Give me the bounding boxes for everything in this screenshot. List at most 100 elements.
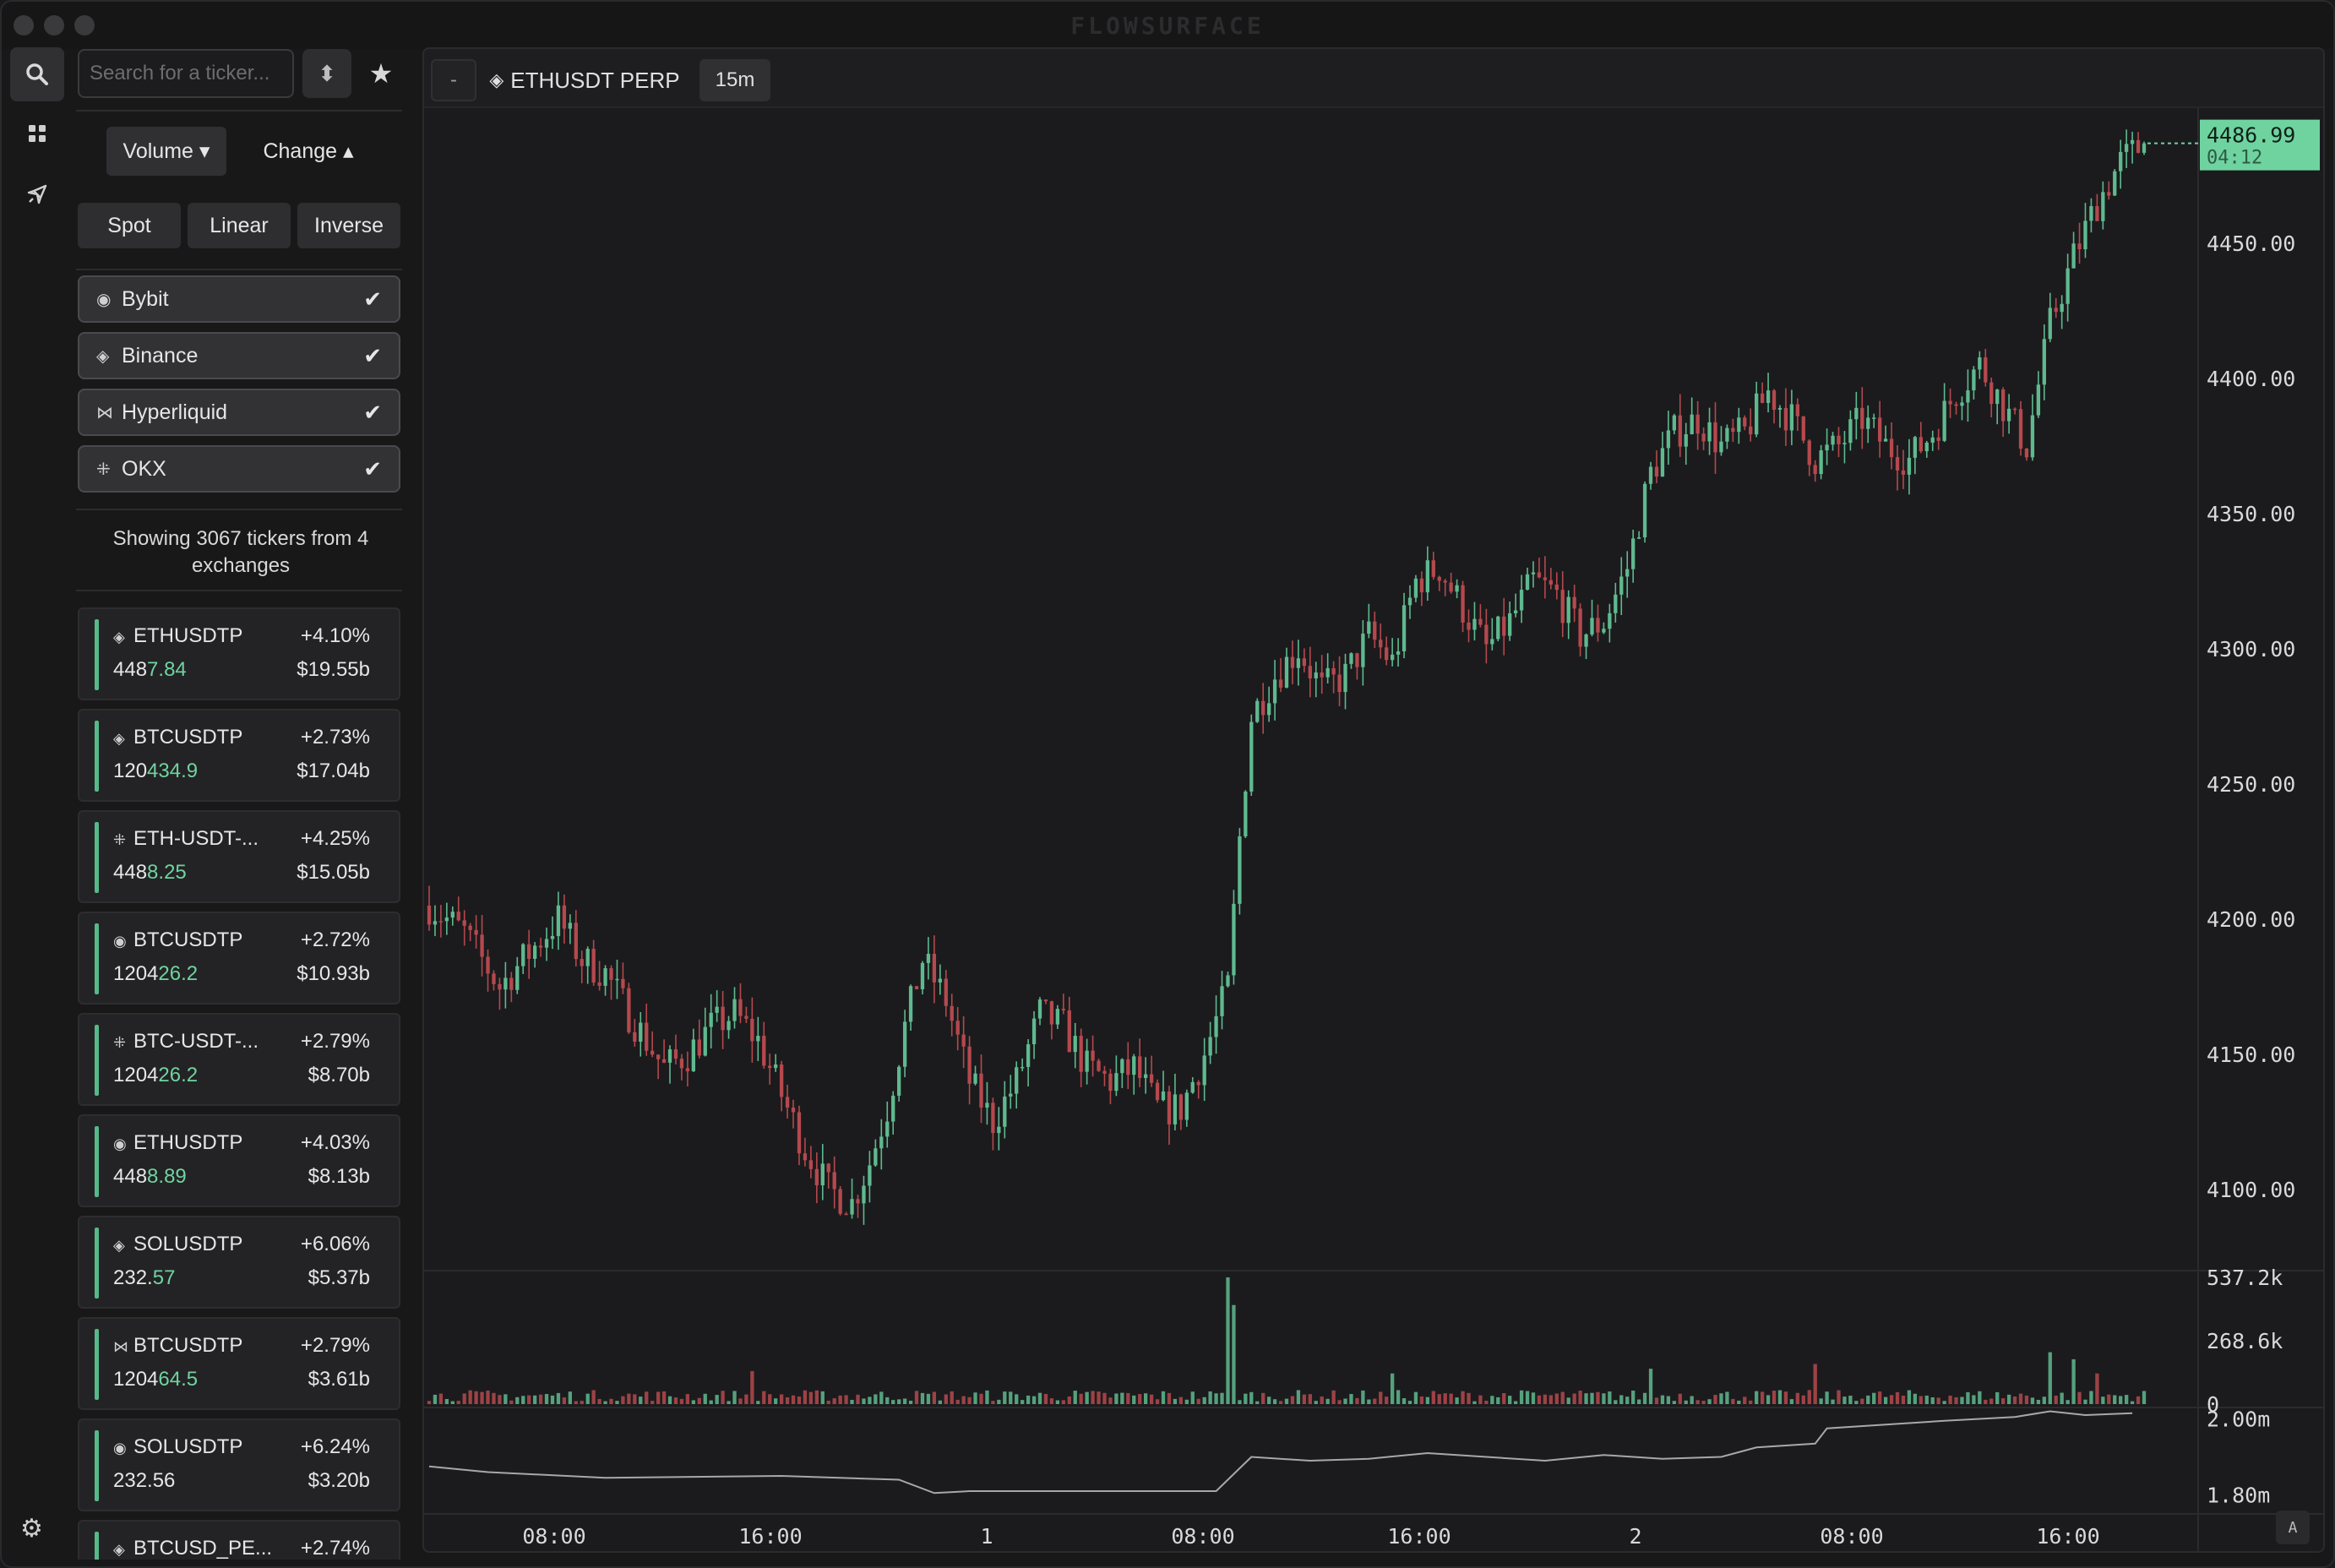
volume-bar xyxy=(633,1394,637,1404)
volume-bar xyxy=(1602,1393,1606,1404)
volume-bar xyxy=(1073,1391,1077,1404)
candle-body xyxy=(908,986,913,1022)
linear-filter-button[interactable]: Linear xyxy=(188,203,291,248)
candle-body xyxy=(1173,1094,1178,1124)
candle-body xyxy=(1003,1096,1007,1127)
candle-body xyxy=(891,1095,895,1122)
candle-body xyxy=(1984,357,1988,383)
volume-bar xyxy=(1490,1396,1494,1404)
favorites-button[interactable]: ★ xyxy=(357,49,404,98)
candle-body xyxy=(667,1049,672,1063)
ticker-card[interactable]: ◉ ETHUSDTP 4488.89 +4.03% $8.13b xyxy=(78,1114,400,1207)
spot-filter-button[interactable]: Spot xyxy=(78,203,181,248)
volume-bar xyxy=(997,1399,1001,1404)
volume-bar xyxy=(562,1397,567,1404)
candle-body xyxy=(544,939,549,948)
candle-body xyxy=(1021,1066,1025,1069)
volume-bar xyxy=(433,1394,438,1404)
minimize-window-button[interactable] xyxy=(44,15,64,35)
ticker-card[interactable]: ◉ BTCUSDTP 120426.2 +2.72% $10.93b xyxy=(78,912,400,1004)
candle-body xyxy=(820,1163,825,1186)
ticker-change: +4.25% xyxy=(300,827,370,850)
volume-bar xyxy=(850,1399,854,1404)
ticker-accent-bar xyxy=(95,1329,99,1400)
price-axis-label: 4100.00 xyxy=(2207,1178,2295,1202)
settings-gear-button[interactable]: ⚙ xyxy=(20,1514,43,1544)
ticker-selector-button[interactable]: ◈ ETHUSDT PERP xyxy=(485,59,684,101)
ticker-card[interactable]: ◉ SOLUSDTP 232.56 +6.24% $3.20b xyxy=(78,1418,400,1511)
volume-bar xyxy=(1003,1391,1007,1404)
ticker-card[interactable]: ◈ SOLUSDTP 232.57 +6.06% $5.37b xyxy=(78,1216,400,1309)
candle-body xyxy=(1102,1070,1107,1074)
candle-body xyxy=(814,1168,819,1186)
volume-bar xyxy=(902,1398,907,1404)
volume-bar xyxy=(1831,1399,1835,1404)
volume-bar xyxy=(1149,1394,1154,1404)
zoom-window-button[interactable] xyxy=(74,15,95,35)
volume-bar xyxy=(691,1400,695,1404)
candle-body xyxy=(715,1006,719,1013)
candle-body xyxy=(1930,437,1935,443)
ticker-card[interactable]: ◈ BTCUSD_PE... +2.74% xyxy=(78,1520,400,1560)
volume-bar xyxy=(1578,1391,1582,1404)
volume-bar xyxy=(1543,1394,1548,1404)
time-axis-label: 2 xyxy=(1629,1524,1641,1549)
ticker-card[interactable]: ⋈ BTCUSDTP 120464.5 +2.79% $3.61b xyxy=(78,1317,400,1410)
layout-rail-button[interactable] xyxy=(10,106,64,161)
exchange-toggle-okx[interactable]: ⁜ OKX ✔ xyxy=(78,445,400,493)
close-window-button[interactable] xyxy=(14,15,34,35)
ticker-card[interactable]: ⁜ BTC-USDT-... 120426.2 +2.79% $8.70b xyxy=(78,1013,400,1106)
volume-bar xyxy=(2066,1400,2070,1404)
exchange-toggle-binance[interactable]: ◈ Binance ✔ xyxy=(78,332,400,379)
candle-body xyxy=(1513,610,1518,613)
inverse-filter-button[interactable]: Inverse xyxy=(297,203,400,248)
candle-body xyxy=(750,1018,754,1042)
candle-body xyxy=(721,1006,725,1031)
sort-by-change-tab[interactable]: Change ▴ xyxy=(245,127,372,176)
volume-bar xyxy=(585,1393,590,1404)
rocket-rail-button[interactable] xyxy=(10,167,64,221)
volume-bar xyxy=(814,1390,819,1404)
timeframe-button[interactable]: 15m xyxy=(699,59,770,101)
volume-bar xyxy=(897,1399,901,1404)
ticker-search-input[interactable]: Search for a ticker... xyxy=(78,49,294,98)
volume-bar xyxy=(1331,1390,1336,1404)
candle-body xyxy=(1907,457,1912,475)
candle-body xyxy=(844,1213,848,1216)
volume-bar xyxy=(2018,1393,2023,1404)
volume-bar xyxy=(2000,1398,2006,1404)
ticker-price: 232.56 xyxy=(113,1469,175,1493)
ticker-card[interactable]: ⁜ ETH-USDT-... 4488.25 +4.25% $15.05b xyxy=(78,810,400,903)
volume-bar xyxy=(661,1391,667,1404)
candle-body xyxy=(1208,1037,1212,1056)
exchange-toggle-bybit[interactable]: ◉ Bybit ✔ xyxy=(78,275,400,323)
minimize-pane-button[interactable]: - xyxy=(431,59,476,101)
candlestick-chart[interactable]: 4450.00 4400.00 4350.00 4300.00 4250.00 4200.… xyxy=(424,108,2325,1553)
search-rail-button[interactable] xyxy=(10,47,64,101)
candle-body xyxy=(1407,597,1412,606)
candle-body xyxy=(1789,404,1794,431)
volume-bar xyxy=(1266,1396,1271,1404)
candle-body xyxy=(1560,590,1565,623)
candle-body xyxy=(1290,656,1295,668)
volume-bar xyxy=(2012,1396,2017,1404)
candle-body xyxy=(562,905,567,929)
candle-body xyxy=(1043,999,1048,1002)
sort-toggle-button[interactable]: ⬍ xyxy=(302,49,351,98)
candle-body xyxy=(1249,721,1254,792)
volume-bar xyxy=(1684,1400,1688,1404)
candle-body xyxy=(791,1108,796,1113)
volume-bar xyxy=(1308,1394,1312,1404)
volume-bar xyxy=(785,1396,790,1404)
candle-body xyxy=(1037,999,1042,1019)
exchange-toggle-hyperliquid[interactable]: ⋈ Hyperliquid ✔ xyxy=(78,389,400,436)
volume-bar xyxy=(1108,1397,1113,1404)
ticker-card[interactable]: ◈ ETHUSDTP 4487.84 +4.10% $19.55b xyxy=(78,607,400,700)
candle-body xyxy=(1437,576,1441,581)
volume-bar xyxy=(1584,1393,1588,1404)
autoscale-button[interactable]: A xyxy=(2276,1511,2310,1544)
ticker-card[interactable]: ◈ BTCUSDTP 120434.9 +2.73% $17.04b xyxy=(78,709,400,802)
sort-by-volume-tab[interactable]: Volume ▾ xyxy=(106,127,226,176)
binance-icon: ◈ xyxy=(113,629,125,645)
open-interest-axis-label: 2.00m xyxy=(2207,1407,2270,1432)
